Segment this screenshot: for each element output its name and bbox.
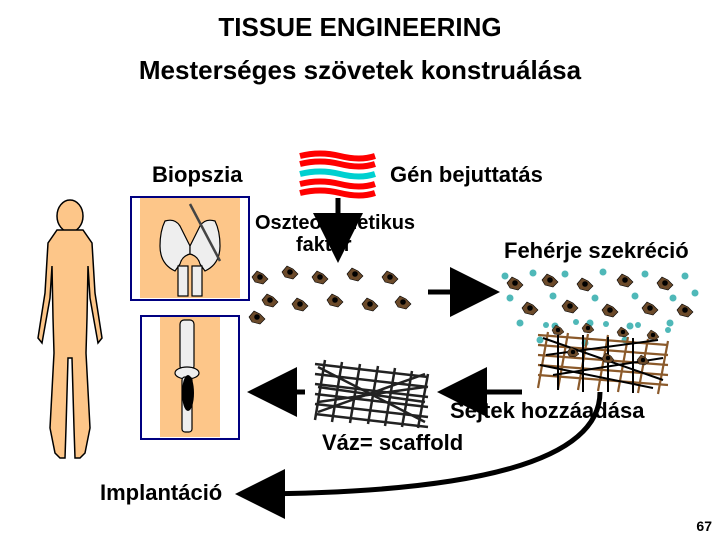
label-cell-addition: Sejtek hozzáadása — [450, 398, 644, 424]
arrows-layer — [0, 0, 720, 540]
label-osteo-l2: faktor — [296, 234, 352, 257]
label-gene-transfer: Gén bejuttatás — [390, 162, 543, 188]
label-protein-secretion: Fehérje szekréció — [504, 238, 689, 264]
label-scaffold: Váz= scaffold — [322, 430, 463, 456]
label-osteo-l1: Oszteogenetikus — [255, 212, 415, 235]
label-implantation: Implantáció — [100, 480, 222, 506]
label-biopsy: Biopszia — [152, 162, 242, 188]
page-number: 67 — [696, 518, 712, 534]
